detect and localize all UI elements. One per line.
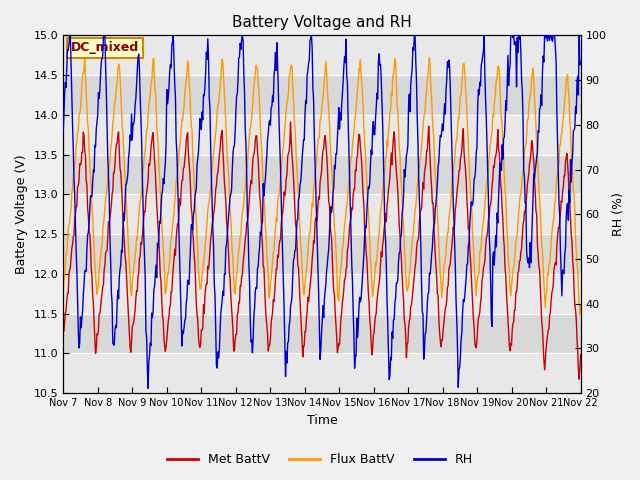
Bar <box>63 234 580 274</box>
Legend: Met BattV, Flux BattV, RH: Met BattV, Flux BattV, RH <box>162 448 478 471</box>
Y-axis label: Battery Voltage (V): Battery Voltage (V) <box>15 155 28 274</box>
Text: DC_mixed: DC_mixed <box>71 41 139 54</box>
Bar <box>63 155 580 194</box>
Bar <box>63 274 580 313</box>
Bar <box>63 353 580 393</box>
Bar <box>63 194 580 234</box>
Title: Battery Voltage and RH: Battery Voltage and RH <box>232 15 412 30</box>
Y-axis label: RH (%): RH (%) <box>612 192 625 236</box>
Bar <box>63 115 580 155</box>
Bar <box>63 75 580 115</box>
Bar <box>63 36 580 75</box>
X-axis label: Time: Time <box>307 414 337 427</box>
Bar <box>63 313 580 353</box>
